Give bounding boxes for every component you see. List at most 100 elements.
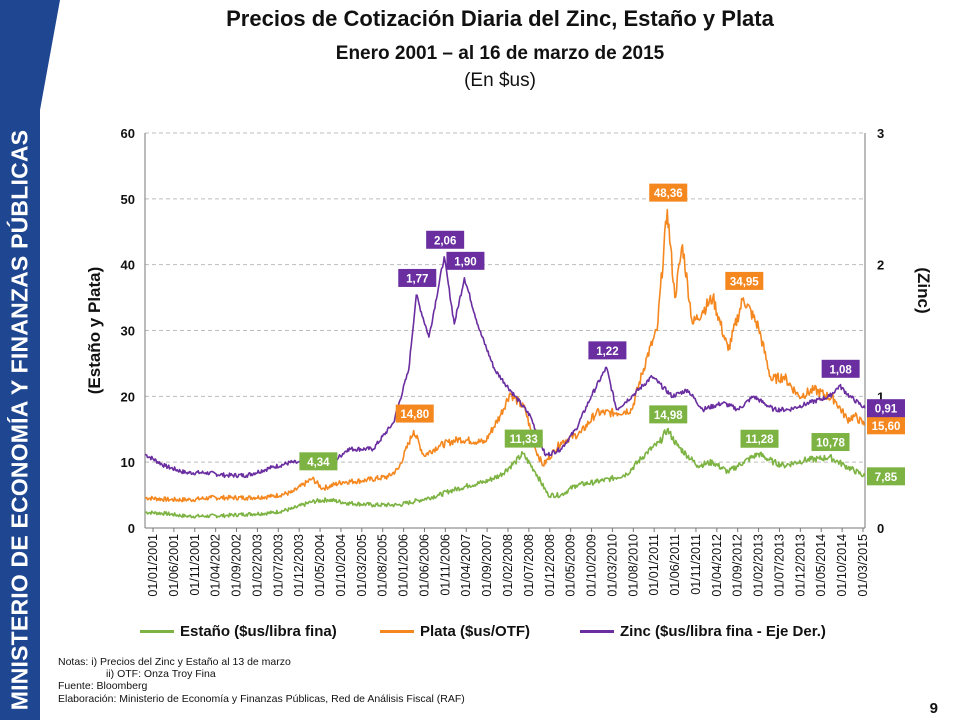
sidebar-band: MINISTERIO DE ECONOMÍA Y FINANZAS PÚBLIC… (0, 0, 40, 720)
callout-label-plata: 15,60 (872, 421, 901, 433)
callout-label-plata: 48,36 (654, 188, 683, 200)
legend-swatch-zinc (580, 629, 614, 633)
callout-label-zinc: 2,06 (434, 235, 456, 247)
x-tick-label: 01/07/2008 (522, 534, 536, 597)
callout-box-estano (299, 452, 338, 471)
y-tick-label: 20 (121, 389, 135, 404)
x-tick-label: 01/01/2001 (146, 534, 160, 597)
callout-box-zinc (821, 359, 860, 378)
x-tick-label: 01/04/2007 (459, 534, 473, 597)
x-tick-label: 01/05/2014 (814, 534, 828, 597)
callout-label-estano: 4,34 (307, 457, 330, 469)
x-tick-label: 01/09/2002 (230, 534, 244, 597)
callout-label-zinc: 0,91 (875, 404, 898, 416)
callout-label-zinc: 1,77 (406, 273, 428, 285)
x-tick-label: 01/05/2009 (564, 534, 578, 597)
x-tick-label: 01/02/2013 (752, 534, 766, 597)
y-axis-title: (Estaño y Plata) (85, 267, 104, 395)
source-line: Fuente: Bloomberg (58, 680, 148, 693)
x-tick-label: 01/07/2013 (772, 534, 786, 597)
x-tick-label: 01/11/2006 (438, 534, 452, 596)
x-tick-label: 01/08/2005 (376, 534, 390, 597)
callout-label-estano: 11,28 (745, 434, 774, 446)
x-tick-label: 01/06/2001 (167, 534, 181, 597)
y2-tick-label: 1 (877, 389, 884, 404)
callout-box-estano (504, 429, 543, 448)
notes: Notas: i) Precios del Zinc y Estaño al 1… (58, 656, 465, 705)
x-tick-label: 01/02/2003 (250, 534, 264, 597)
y-tick-label: 50 (121, 192, 135, 207)
callout-box-plata (725, 271, 764, 290)
callout-label-zinc: 1,08 (829, 364, 852, 376)
note-line: ii) OTF: Onza Troy Fina (106, 668, 216, 681)
y-tick-label: 30 (121, 324, 135, 339)
x-tick-label: 01/10/2004 (334, 534, 348, 597)
callout-label-estano: 14,98 (654, 410, 683, 422)
x-tick-label: 01/04/2012 (710, 534, 724, 597)
x-tick-label: 01/12/2013 (793, 534, 807, 597)
x-tick-label: 01/10/2014 (835, 534, 849, 597)
callout-box-plata (649, 183, 688, 202)
x-tick-label: 01/06/2011 (668, 534, 682, 596)
y2-tick-label: 3 (877, 126, 884, 141)
x-tick-label: 01/02/2008 (501, 534, 515, 597)
y2-tick-label: 2 (877, 258, 884, 273)
y-tick-label: 40 (121, 258, 135, 273)
legend: Estaño ($us/libra fina) Plata ($us/OTF) … (140, 620, 920, 642)
callout-box-zinc (867, 399, 905, 418)
callout-box-zinc (446, 251, 485, 270)
callout-box-plata (395, 404, 434, 423)
legend-label-zinc: Zinc ($us/libra fina - Eje Der.) (620, 622, 826, 640)
x-tick-label: 01/07/2003 (271, 534, 285, 597)
ministry-name: MINISTERIO DE ECONOMÍA Y FINANZAS PÚBLIC… (6, 129, 33, 711)
callout-box-zinc (588, 341, 627, 360)
y2-tick-label: 0 (877, 521, 884, 536)
x-tick-label: 01/03/2015 (856, 534, 870, 597)
y-tick-label: 0 (128, 521, 135, 536)
x-tick-label: 01/06/2006 (417, 534, 431, 597)
x-tick-label: 01/01/2011 (647, 534, 661, 596)
series-line-zinc (144, 256, 866, 479)
legend-item-estano: Estaño ($us/libra fina) (140, 620, 337, 642)
callout-label-estano: 7,85 (875, 472, 898, 484)
header-corner-accent (40, 0, 60, 110)
x-tick-label: 01/09/2007 (480, 534, 494, 597)
callout-label-estano: 10,78 (816, 438, 845, 450)
callout-box-estano (740, 429, 779, 448)
x-tick-label: 01/08/2010 (626, 534, 640, 597)
callout-label-plata: 14,80 (400, 409, 429, 421)
callout-box-zinc (398, 268, 437, 287)
x-tick-label: 01/05/2004 (313, 534, 327, 597)
callout-box-plata (867, 416, 905, 435)
callout-label-zinc: 1,22 (596, 346, 618, 358)
note-line: Notas: i) Precios del Zinc y Estaño al 1… (58, 656, 291, 668)
x-tick-label: 01/11/2001 (188, 534, 202, 596)
chart-unit: (En $us) (464, 70, 536, 91)
legend-swatch-plata (380, 629, 414, 633)
price-chart: 0 10 20 30 40 50 60 0 1 2 3 (Estaño y Plata) (Zinc) 0… (85, 126, 933, 597)
x-tick-label: 01/04/2002 (209, 534, 223, 597)
callout-label-zinc: 1,90 (454, 256, 476, 268)
x-tick-label: 01/12/2008 (543, 534, 557, 597)
chart-title: Precios de Cotización Diaria del Zinc, E… (226, 6, 774, 31)
page-number: 9 (929, 700, 938, 717)
series-line-plata (144, 208, 866, 503)
legend-label-estano: Estaño ($us/libra fina) (180, 622, 337, 640)
callout-label-plata: 34,95 (730, 276, 759, 288)
credit-line: Elaboración: Ministerio de Economía y Fi… (58, 692, 465, 705)
x-tick-label: 01/03/2005 (355, 534, 369, 597)
legend-item-zinc: Zinc ($us/libra fina - Eje Der.) (580, 620, 826, 642)
callout-box-zinc (426, 230, 465, 249)
chart-subtitle: Enero 2001 – al 16 de marzo de 2015 (335, 43, 665, 64)
callout-box-estano (811, 433, 850, 452)
y2-axis-title: (Zinc) (914, 267, 933, 313)
y-tick-label: 10 (121, 455, 135, 470)
x-tick-label: 01/03/2010 (605, 534, 619, 597)
x-tick-label: 01/09/2012 (731, 534, 745, 597)
x-tick-label: 01/12/2003 (292, 534, 306, 597)
legend-item-plata: Plata ($us/OTF) (380, 620, 530, 642)
callout-label-estano: 11,33 (510, 434, 538, 446)
x-tick-label: 01/11/2011 (689, 534, 703, 595)
legend-swatch-estano (140, 629, 174, 633)
series-line-estano (144, 427, 866, 519)
